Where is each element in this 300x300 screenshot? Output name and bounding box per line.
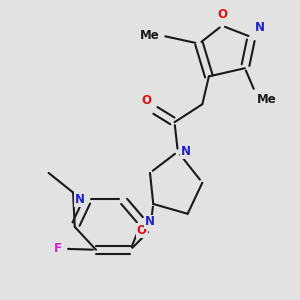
Text: F: F — [54, 242, 62, 255]
Text: O: O — [217, 8, 227, 21]
Text: N: N — [181, 145, 191, 158]
Text: N: N — [75, 193, 85, 206]
Text: O: O — [137, 224, 147, 237]
Text: N: N — [145, 215, 155, 229]
Text: O: O — [142, 94, 152, 107]
Text: Me: Me — [140, 29, 160, 42]
Text: N: N — [255, 21, 265, 34]
Text: Me: Me — [257, 93, 277, 106]
